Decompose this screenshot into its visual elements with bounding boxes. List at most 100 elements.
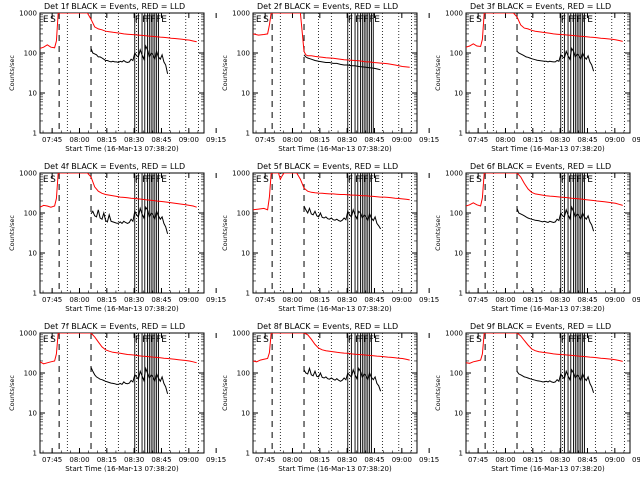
chart-panel-6: Det 6f BLACK = Events, RED = LLD 1 10 100 10…: [434, 162, 640, 313]
y-tick-label: 1: [246, 290, 250, 298]
event-letter-label: F: [369, 335, 374, 345]
y-tick-label: 100: [237, 210, 250, 218]
y-tick-label: 100: [24, 210, 37, 218]
x-tick-label: 08:30: [550, 456, 570, 464]
plot-area: E S F FF F F E: [466, 333, 625, 453]
event-letter-label: F: [568, 175, 573, 185]
x-tick-label: 08:45: [151, 456, 171, 464]
x-tick-label: 08:15: [97, 296, 117, 304]
x-tick-label: 09:15: [632, 136, 640, 144]
plot-frame: [39, 332, 205, 454]
x-tick-label: 08:15: [310, 136, 330, 144]
y-tick-label: 1000: [19, 170, 37, 178]
x-tick-label: 08:30: [124, 296, 144, 304]
event-letter-label: F: [355, 335, 360, 345]
y-tick-label: 1: [246, 130, 250, 138]
lld-series-line: [466, 13, 623, 48]
plot-area: E S F FF F F E: [40, 333, 199, 453]
y-tick-label: 100: [24, 370, 37, 378]
event-letter-label: F: [572, 175, 577, 185]
event-letter-label: F: [561, 15, 566, 25]
x-tick-label: 08:45: [151, 136, 171, 144]
x-tick-label: 09:00: [605, 456, 625, 464]
x-tick-label: 08:30: [124, 456, 144, 464]
event-letter-label: E: [256, 15, 262, 25]
lld-series-line: [40, 13, 197, 49]
chart-title: Det 4f BLACK = Events, RED = LLD: [44, 162, 185, 171]
plot-area: E S F FF F F E: [253, 13, 412, 133]
x-tick-label: 08:30: [124, 136, 144, 144]
event-letter-label: F: [363, 175, 368, 185]
event-letter-label: F: [369, 175, 374, 185]
chart-title: Det 1f BLACK = Events, RED = LLD: [44, 2, 185, 11]
y-tick-label: 10: [454, 410, 463, 418]
event-letter-label: F: [146, 335, 151, 345]
x-tick-label: 08:00: [282, 456, 302, 464]
y-tick-label: 100: [450, 210, 463, 218]
event-letter-label: F: [142, 335, 147, 345]
y-tick-label: 10: [454, 250, 463, 258]
events-series-line: [516, 47, 595, 72]
x-tick-label: 08:00: [495, 136, 515, 144]
event-letter-label: S: [263, 15, 269, 25]
plot-frame: [39, 12, 205, 134]
y-tick-label: 10: [241, 90, 250, 98]
x-axis-label: Start Time (16-Mar-13 07:38:20): [278, 145, 392, 153]
event-letter-label: S: [476, 335, 482, 345]
y-tick-label: 1: [246, 450, 250, 458]
event-letter-label: E: [469, 335, 475, 345]
x-tick-label: 08:15: [310, 296, 330, 304]
events-series-line: [90, 205, 169, 235]
y-tick-label: 1000: [232, 330, 250, 338]
x-tick-label: 08:15: [523, 296, 543, 304]
x-tick-label: 09:00: [392, 136, 412, 144]
x-tick-label: 07:45: [255, 296, 275, 304]
x-axis-label: Start Time (16-Mar-13 07:38:20): [491, 145, 605, 153]
event-letter-label: E: [43, 15, 49, 25]
chart-panel-5: Det 5f BLACK = Events, RED = LLD 1 10 100 10…: [221, 162, 439, 313]
y-tick-label: 1000: [232, 10, 250, 18]
event-letter-label: E: [43, 335, 49, 345]
plot-frame: [252, 332, 418, 454]
plot-frame: [252, 12, 418, 134]
x-tick-label: 07:45: [42, 456, 62, 464]
x-tick-label: 08:30: [550, 296, 570, 304]
event-letter-label: S: [476, 15, 482, 25]
x-tick-label: 08:15: [523, 136, 543, 144]
events-series-line: [516, 368, 595, 393]
event-letter-label: F: [363, 15, 368, 25]
x-axis-label: Start Time (16-Mar-13 07:38:20): [65, 305, 179, 313]
event-letter-label: F: [359, 15, 364, 25]
event-letter-label: F: [348, 335, 353, 345]
event-letter-label: F: [363, 335, 368, 345]
event-letter-label: F: [369, 15, 374, 25]
x-tick-label: 09:15: [419, 456, 439, 464]
x-axis-label: Start Time (16-Mar-13 07:38:20): [65, 145, 179, 153]
x-tick-label: 08:00: [69, 456, 89, 464]
event-letter-label: F: [156, 335, 161, 345]
event-letter-label: F: [146, 175, 151, 185]
chart-title: Det 3f BLACK = Events, RED = LLD: [470, 2, 611, 11]
chart-panel-7: Det 7f BLACK = Events, RED = LLD 1 10 100 10…: [8, 322, 226, 473]
y-axis-label: Counts/sec: [8, 55, 16, 91]
chart-panel-8: Det 8f BLACK = Events, RED = LLD 1 10 100 10…: [221, 322, 439, 473]
y-axis-label: Counts/sec: [8, 375, 16, 411]
event-letter-label: S: [263, 335, 269, 345]
event-letter-label: F: [568, 15, 573, 25]
plot-frame: [465, 12, 631, 134]
x-tick-label: 09:00: [179, 136, 199, 144]
chart-title: Det 8f BLACK = Events, RED = LLD: [257, 322, 398, 331]
plot-frame: [252, 172, 418, 294]
event-letter-label: F: [135, 175, 140, 185]
chart-panel-3: Det 3f BLACK = Events, RED = LLD 1 10 100 10…: [434, 2, 640, 153]
chart-panel-4: Det 4f BLACK = Events, RED = LLD 1 10 100 10…: [8, 162, 226, 313]
x-tick-label: 08:30: [550, 136, 570, 144]
event-letter-label: F: [156, 175, 161, 185]
event-letter-label: E: [374, 335, 380, 345]
y-tick-label: 1: [33, 290, 37, 298]
x-tick-label: 08:45: [577, 136, 597, 144]
x-tick-label: 08:00: [282, 136, 302, 144]
event-letter-label: F: [142, 15, 147, 25]
event-letter-label: F: [135, 335, 140, 345]
chart-panel-1: Det 1f BLACK = Events, RED = LLD 1 10 100 10…: [8, 2, 226, 153]
